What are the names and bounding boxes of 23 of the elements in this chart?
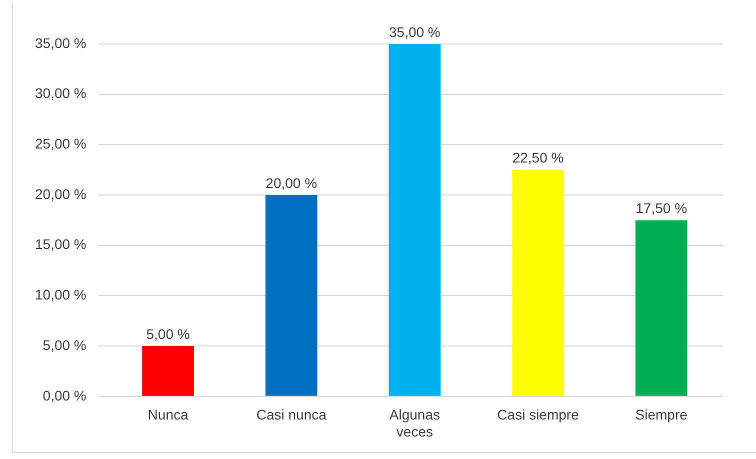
data-label: 20,00 % [266,174,318,191]
y-tick-label: 10,00 % [34,286,86,303]
data-label: 35,00 % [389,24,440,40]
data-label: 22,50 % [512,150,564,166]
bar [635,220,688,396]
y-tick-label: 25,00 % [34,136,86,152]
data-label: 17,50 % [636,200,688,216]
y-tick-label: 20,00 % [34,186,86,202]
bar [142,346,194,396]
data-label: 5,00 % [146,326,190,342]
x-tick-label: Algunas veces [389,406,440,440]
bar [265,195,318,396]
x-tick-label: Casi siempre [497,406,580,423]
bar [388,44,441,396]
x-tick-label: Casi nunca [256,406,327,423]
y-tick-label: 0,00 % [42,387,86,404]
x-tick-label: Nunca [148,406,188,423]
y-tick-label: 5,00 % [42,336,86,353]
y-tick-label: 30,00 % [34,85,86,102]
y-tick-label: 15,00 % [34,236,86,252]
bar [512,170,564,396]
y-tick-label: 35,00 % [34,34,86,51]
x-tick-label: Siempre [635,406,688,423]
